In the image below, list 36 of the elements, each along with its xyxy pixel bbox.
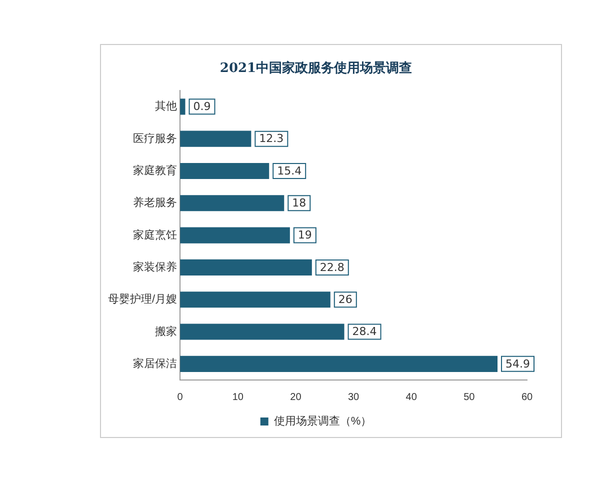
bar bbox=[180, 98, 186, 115]
x-tick-label: 10 bbox=[232, 392, 244, 403]
y-tick-label: 家装保养 bbox=[133, 260, 178, 274]
bar bbox=[180, 292, 330, 308]
data-label: 26 bbox=[338, 292, 352, 306]
bar bbox=[180, 195, 284, 212]
y-tick-label: 家居保洁 bbox=[133, 356, 178, 370]
data-label: 19 bbox=[298, 228, 312, 242]
y-tick-label: 家庭教育 bbox=[133, 164, 178, 178]
bar bbox=[180, 130, 252, 147]
bar bbox=[180, 162, 270, 180]
bar bbox=[180, 324, 344, 340]
data-label: 54.9 bbox=[506, 357, 530, 370]
bar bbox=[180, 356, 498, 372]
data-label: 15.4 bbox=[277, 164, 302, 178]
y-tick-label: 家庭烹饪 bbox=[133, 228, 178, 242]
data-label: 18 bbox=[292, 196, 306, 210]
x-tick-label: 50 bbox=[464, 392, 476, 403]
y-tick-label: 养老服务 bbox=[133, 196, 178, 210]
y-tick-label: 搬家 bbox=[155, 324, 178, 338]
data-label: 12.3 bbox=[259, 132, 284, 146]
y-tick-label: 医疗服务 bbox=[133, 132, 178, 145]
chart-title: 2021中国家政服务使用场景调查 bbox=[220, 60, 412, 76]
legend-label: 使用场景调查（%） bbox=[274, 414, 372, 428]
x-tick-label: 20 bbox=[290, 392, 302, 403]
bar bbox=[180, 259, 312, 276]
x-tick-label: 40 bbox=[406, 392, 418, 403]
x-tick-label: 60 bbox=[521, 392, 533, 403]
x-tick-label: 30 bbox=[348, 392, 360, 403]
bar bbox=[180, 227, 290, 244]
y-tick-label: 其他 bbox=[155, 100, 178, 113]
data-label: 0.9 bbox=[193, 100, 211, 114]
y-tick-label: 母婴护理/月嫂 bbox=[108, 292, 178, 306]
x-tick-label: 0 bbox=[177, 392, 184, 403]
data-label: 22.8 bbox=[320, 260, 344, 274]
data-label: 28.4 bbox=[352, 325, 377, 338]
